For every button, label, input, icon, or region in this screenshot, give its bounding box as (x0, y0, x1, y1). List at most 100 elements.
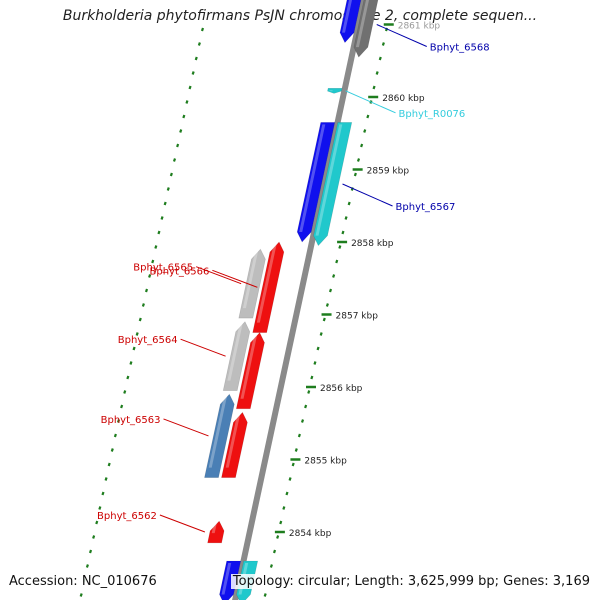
guide-dot (322, 317, 326, 322)
backbone-line (232, 0, 367, 600)
guide-dot (151, 259, 155, 264)
guide-dot (95, 520, 99, 525)
gene-arrow-highlight (240, 334, 258, 399)
dotted-guides (79, 27, 389, 597)
kbp-tick-label: 2861 kbp (398, 22, 441, 32)
gene-arrow-highlight (221, 563, 232, 595)
gene-arrow-bphyt_6568[interactable] (353, 0, 380, 58)
gene-arrow-bphyt_r0076[interactable] (327, 88, 343, 94)
guide-dot (313, 361, 317, 365)
guide-dot (98, 506, 102, 510)
guide-dot (166, 187, 170, 191)
gene-label-bphyt_6565[interactable]: Bphyt_6565 (133, 263, 193, 274)
guide-dot (126, 375, 130, 380)
gene-arrow[interactable] (339, 0, 363, 44)
gene-arrow-bphyt_6565[interactable] (238, 248, 266, 319)
gene-label-bphyt_6566[interactable]: Bphyt_6566 (150, 266, 210, 277)
gene-arrow-highlight (227, 323, 243, 381)
gene-label-bphyt_r0076[interactable]: Bphyt_R0076 (399, 109, 466, 120)
gene-label-leader (163, 418, 209, 437)
accession-text: Accession: NC_010676 (7, 574, 159, 589)
gene-label-bphyt_6568[interactable]: Bphyt_6568 (430, 43, 490, 54)
guide-dot (154, 245, 158, 249)
guide-dot (172, 158, 177, 162)
gene-label-leader (195, 266, 242, 285)
guide-dot (375, 71, 379, 75)
gene-labels[interactable]: Bphyt_6568 Bphyt_R0076 Bphyt_6567 Bphyt_656… (97, 24, 490, 533)
guide-dot (194, 56, 198, 61)
guide-dot (185, 100, 189, 104)
gene-arrow-highlight (211, 523, 217, 534)
guide-dot (163, 201, 167, 206)
guide-dot (182, 114, 186, 119)
guide-dot (288, 477, 292, 481)
guide-dot (304, 404, 308, 409)
guide-dot (120, 404, 124, 409)
guide-dot (160, 216, 164, 220)
gene-label-leader (345, 90, 396, 114)
guide-dot (381, 42, 385, 46)
kbp-tick-label: 2854 kbp (289, 529, 332, 539)
guide-dot (188, 85, 192, 90)
gene-arrow-highlight (355, 0, 369, 48)
guide-dot (316, 346, 320, 351)
gene-arrow-highlight (225, 414, 241, 468)
gene-label-leader (342, 183, 393, 207)
gene-arrow-highlight (299, 124, 326, 232)
topology-text: Topology: circular; Length: 3,625,999 bp… (230, 574, 592, 589)
guide-dot (319, 332, 323, 336)
guide-dot (135, 332, 139, 336)
guide-dot (363, 129, 367, 133)
guide-dot (123, 390, 127, 394)
guide-dot (157, 230, 161, 235)
guide-dot (282, 506, 286, 510)
guide-dot (176, 143, 180, 148)
guide-dot (197, 42, 201, 46)
guide-dot (116, 419, 121, 423)
guide-dot (144, 288, 149, 293)
guide-dot (341, 230, 345, 235)
gene-arrow[interactable] (296, 122, 336, 243)
guide-dot (297, 433, 301, 438)
guide-dot (325, 303, 329, 307)
guide-dot (179, 129, 183, 133)
gene-label-bphyt_6564[interactable]: Bphyt_6564 (118, 335, 178, 346)
gene-arrow-highlight (208, 396, 227, 468)
guide-dot (347, 201, 351, 206)
guide-dot (92, 535, 96, 539)
kbp-ticks: 2861 kbp 2860 kbp 2859 kbp 2858 kbp 2857 kbp… (274, 22, 441, 539)
guide-dot (344, 216, 348, 220)
guide-dot (263, 593, 267, 597)
kbp-tick-label: 2855 kbp (304, 457, 347, 467)
guide-dot (169, 172, 173, 177)
guide-dot (300, 419, 305, 423)
guide-dot (272, 549, 277, 554)
kbp-tick-label: 2859 kbp (367, 167, 410, 177)
guide-dot (353, 172, 357, 177)
gene-label-bphyt_6563[interactable]: Bphyt_6563 (101, 415, 161, 426)
guide-dot (191, 71, 195, 75)
gene-arrow-bphyt_6563[interactable] (204, 393, 235, 478)
gene-label-leader (212, 269, 258, 288)
guide-dot (276, 535, 280, 539)
gene-label-bphyt_6562[interactable]: Bphyt_6562 (97, 511, 157, 522)
gene-arrow-bphyt_6564[interactable] (222, 321, 251, 391)
guide-dot (104, 477, 108, 481)
gene-label-bphyt_6567[interactable]: Bphyt_6567 (396, 202, 456, 213)
gene-arrow-bphyt_6562[interactable] (207, 520, 225, 544)
guide-dot (200, 27, 205, 32)
gene-arrow[interactable] (221, 411, 248, 478)
guide-dot (310, 375, 314, 380)
gene-arrow-bphyt_6567[interactable] (313, 122, 353, 247)
guide-dot (101, 491, 105, 496)
guide-dot (372, 85, 376, 90)
guide-dot (294, 448, 298, 452)
guide-dot (360, 143, 364, 148)
gene-arrow[interactable] (235, 332, 265, 410)
guide-dot (148, 274, 152, 278)
guide-dot (338, 245, 342, 249)
gene-features[interactable] (204, 0, 380, 600)
guide-dot (335, 259, 339, 264)
gene-arrow-highlight (342, 0, 352, 33)
